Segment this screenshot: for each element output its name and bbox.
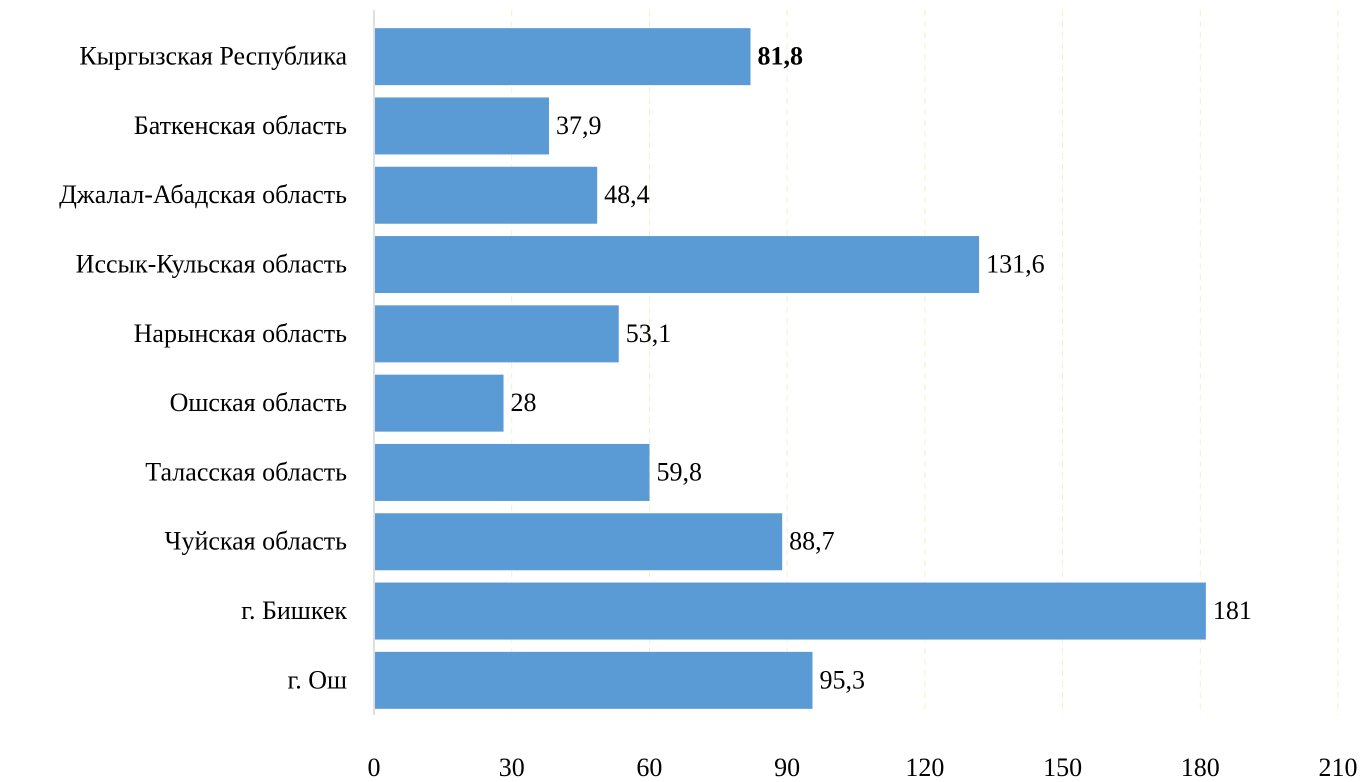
bar [375, 582, 1206, 640]
y-tick-label: Кыргызская Республика [79, 42, 347, 71]
bar [375, 236, 980, 294]
value-label: 59,8 [657, 457, 703, 486]
y-tick-label: г. Ош [287, 665, 347, 694]
x-tick-label: 120 [905, 753, 944, 782]
y-tick-label: Нарынская область [134, 319, 347, 348]
y-tick-label: Таласская область [145, 457, 347, 486]
y-tick-label: Иссык-Кульская область [76, 250, 347, 279]
value-label: 181 [1213, 596, 1252, 625]
bar [375, 28, 751, 86]
x-tick-label: 0 [368, 753, 381, 782]
y-tick-label: Чуйская область [165, 527, 348, 556]
y-tick-label: Джалал-Абадская область [59, 180, 347, 209]
y-tick-label: Ошская область [170, 388, 348, 417]
x-tick-label: 180 [1181, 753, 1220, 782]
value-label: 28 [511, 388, 537, 417]
x-tick-label: 150 [1043, 753, 1082, 782]
y-tick-label: Баткенская область [134, 111, 347, 140]
x-tick-label: 90 [774, 753, 800, 782]
value-label: 88,7 [789, 527, 835, 556]
bar [375, 305, 619, 363]
bar [375, 513, 783, 571]
value-label: 53,1 [626, 319, 672, 348]
bar [375, 651, 813, 709]
value-label: 131,6 [986, 250, 1045, 279]
value-label: 48,4 [604, 180, 650, 209]
value-label: 37,9 [556, 111, 602, 140]
bar [375, 166, 598, 224]
bar [375, 443, 650, 501]
value-label: 95,3 [819, 665, 865, 694]
bar [375, 97, 549, 155]
x-tick-label: 210 [1319, 753, 1358, 782]
x-tick-label: 30 [499, 753, 525, 782]
y-tick-label: г. Бишкек [241, 596, 347, 625]
value-label: 81,8 [758, 42, 804, 71]
x-tick-label: 60 [636, 753, 662, 782]
bar [375, 374, 504, 432]
